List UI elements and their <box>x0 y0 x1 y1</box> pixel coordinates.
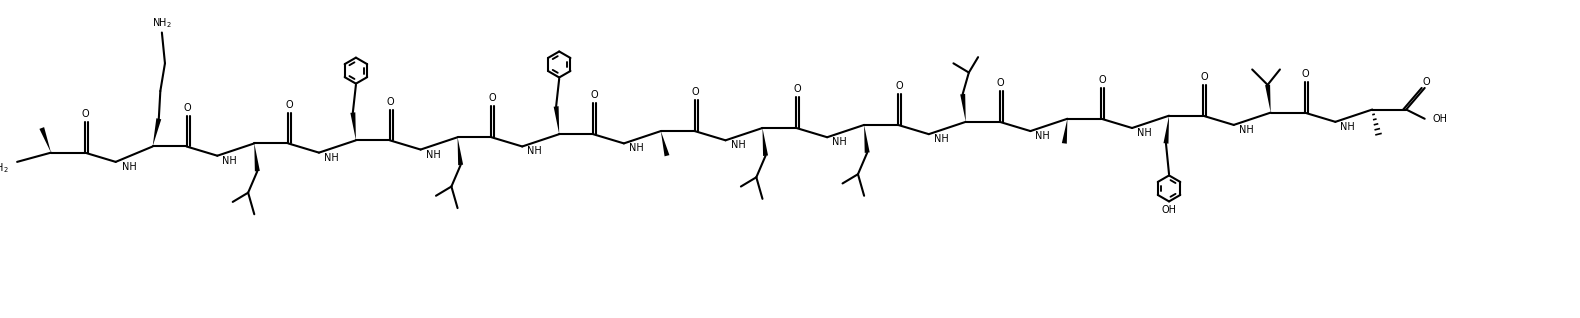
Text: NH: NH <box>1138 128 1152 138</box>
Polygon shape <box>351 112 356 140</box>
Text: NH: NH <box>730 140 746 150</box>
Polygon shape <box>660 131 670 156</box>
Text: NH$_2$: NH$_2$ <box>0 161 9 175</box>
Text: O: O <box>896 81 902 91</box>
Text: NH$_2$: NH$_2$ <box>152 17 172 31</box>
Text: NH: NH <box>833 137 847 147</box>
Text: O: O <box>286 100 292 110</box>
Polygon shape <box>1062 119 1068 144</box>
Polygon shape <box>458 137 463 165</box>
Text: NH: NH <box>1239 125 1253 135</box>
Text: O: O <box>387 97 395 107</box>
Polygon shape <box>864 125 869 153</box>
Polygon shape <box>1163 116 1169 144</box>
Text: O: O <box>81 109 88 119</box>
Text: NH: NH <box>223 156 237 166</box>
Text: O: O <box>1302 69 1310 79</box>
Polygon shape <box>1266 85 1270 113</box>
Text: O: O <box>997 78 1005 88</box>
Polygon shape <box>961 94 965 122</box>
Text: OH: OH <box>1161 205 1177 215</box>
Text: NH: NH <box>934 134 948 144</box>
Text: NH: NH <box>1340 122 1356 132</box>
Text: O: O <box>488 93 496 103</box>
Text: NH: NH <box>528 147 542 156</box>
Text: O: O <box>1424 77 1430 87</box>
Text: NH: NH <box>629 143 643 153</box>
Text: O: O <box>1098 75 1106 85</box>
Polygon shape <box>553 106 559 134</box>
Text: OH: OH <box>1433 114 1447 124</box>
Text: O: O <box>591 90 597 100</box>
Text: NH: NH <box>122 162 136 172</box>
Polygon shape <box>254 143 259 171</box>
Text: O: O <box>183 103 191 113</box>
Text: O: O <box>692 87 700 97</box>
Text: O: O <box>793 84 801 94</box>
Text: NH: NH <box>425 149 441 160</box>
Text: NH: NH <box>1035 131 1051 141</box>
Polygon shape <box>153 118 161 147</box>
Text: O: O <box>1201 72 1207 82</box>
Polygon shape <box>763 128 768 156</box>
Polygon shape <box>40 127 51 153</box>
Text: NH: NH <box>324 153 338 162</box>
